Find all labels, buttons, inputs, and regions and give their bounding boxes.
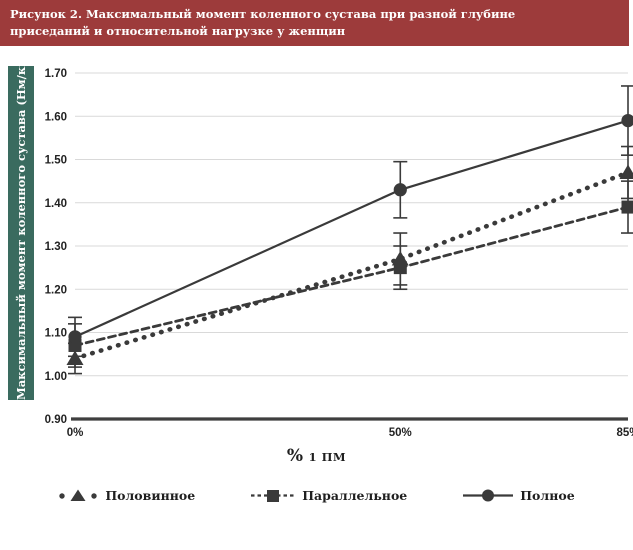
legend: Половинное Параллельное (0, 488, 633, 503)
solid-circle-marker-icon (463, 488, 514, 503)
legend-label: Параллельное (302, 488, 408, 503)
svg-text:1.40: 1.40 (45, 198, 67, 210)
svg-text:0%: 0% (67, 427, 84, 439)
svg-text:85%: 85% (616, 427, 633, 439)
svg-text:1.60: 1.60 (45, 111, 67, 123)
svg-text:1.10: 1.10 (45, 328, 67, 340)
figure-title-bar: Рисунок 2. Максимальный момент коленного… (0, 0, 629, 46)
svg-text:1.50: 1.50 (45, 155, 67, 167)
legend-item-parallel-squat: Параллельное (251, 488, 407, 503)
y-axis-label-bar: Максимальный момент коленного сустава (Н… (8, 54, 34, 400)
legend-item-full-squat: Полное (463, 488, 575, 503)
chart-area: Максимальный момент коленного сустава (Н… (0, 46, 633, 550)
svg-text:1.30: 1.30 (45, 241, 67, 253)
x-axis-title: % 1 ПМ (0, 446, 633, 466)
svg-text:1.20: 1.20 (45, 284, 67, 296)
line-chart-plot: 1.70 1.60 1.50 1.40 1.30 1.20 1.10 1.00 0.900% 50… (45, 68, 633, 439)
x-axis-unit-text: 1 ПМ (308, 450, 347, 464)
legend-item-half-squat: Половинное (58, 488, 195, 503)
svg-text:0.90: 0.90 (45, 414, 67, 426)
svg-text:50%: 50% (389, 427, 412, 439)
dotted-triangle-marker-icon (58, 488, 98, 503)
svg-text:1.70: 1.70 (45, 68, 67, 80)
legend-label: Половинное (105, 488, 196, 503)
figure-title: Рисунок 2. Максимальный момент коленного… (10, 7, 516, 38)
legend-label: Полное (520, 488, 575, 503)
dashed-square-marker-icon (251, 488, 296, 503)
svg-text:1.00: 1.00 (45, 371, 67, 383)
x-axis-percent-symbol: % (286, 446, 303, 466)
